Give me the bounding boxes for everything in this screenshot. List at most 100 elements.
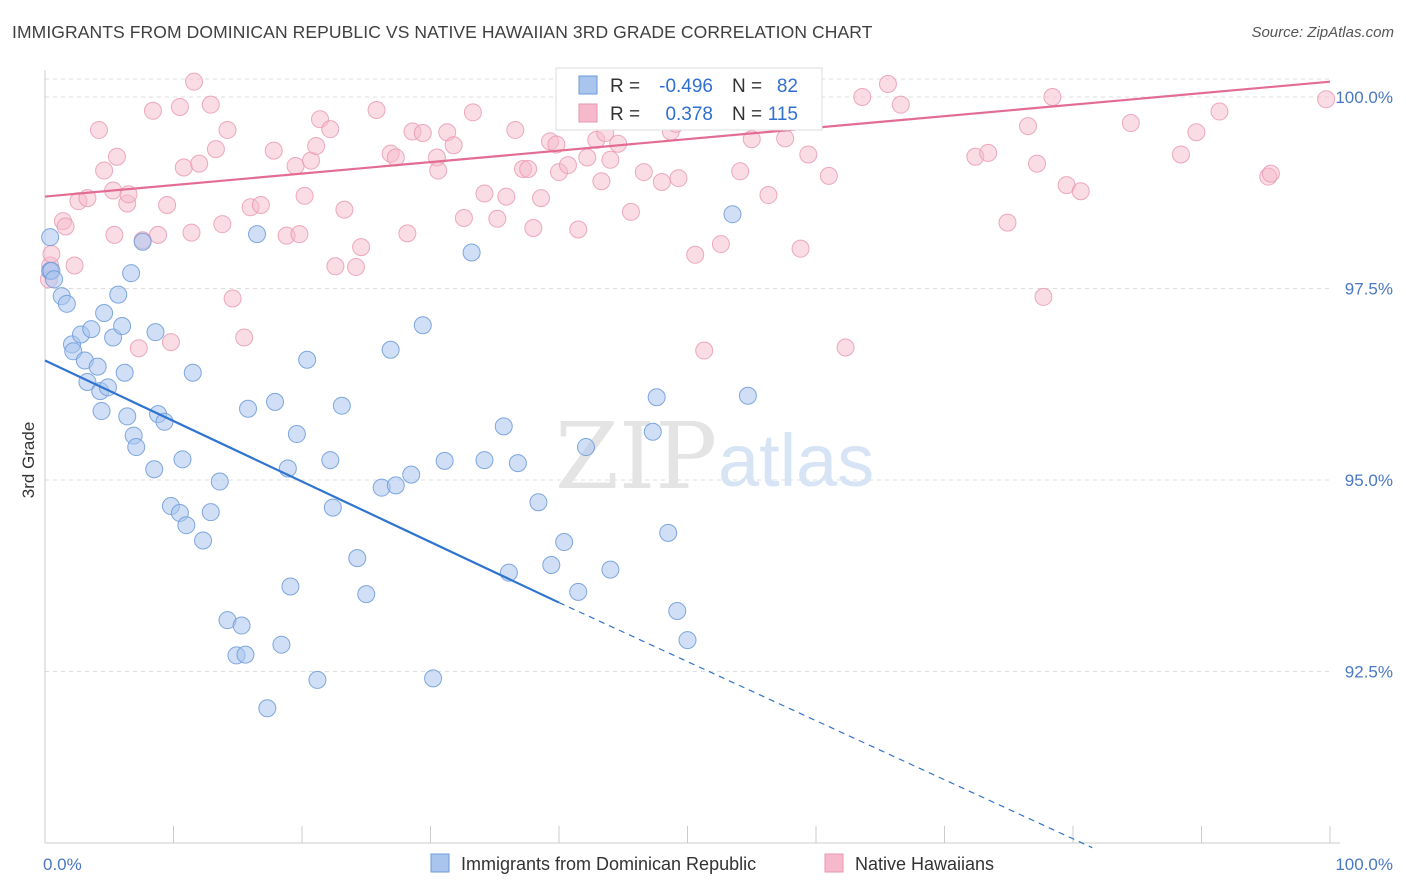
legend-r-label-pink: R =	[610, 104, 640, 125]
data-point-native-hawaiians	[286, 156, 305, 175]
data-point-dominican-republic	[738, 386, 757, 405]
data-point-dominican-republic	[643, 422, 662, 441]
series-native-hawaiians	[39, 72, 1336, 360]
data-point-native-hawaiians	[742, 130, 761, 149]
data-point-dominican-republic	[236, 645, 255, 664]
chart-title: IMMIGRANTS FROM DOMINICAN REPUBLIC VS NA…	[12, 22, 873, 42]
data-point-native-hawaiians	[532, 189, 551, 208]
data-point-native-hawaiians	[686, 245, 705, 264]
data-point-native-hawaiians	[791, 239, 810, 258]
legend-n-label-pink: N =	[732, 104, 762, 125]
data-point-dominican-republic	[494, 417, 513, 436]
data-point-native-hawaiians	[335, 200, 354, 219]
data-point-native-hawaiians	[836, 338, 855, 357]
bottom-legend-label-pink: Native Hawaiians	[855, 854, 994, 874]
data-point-native-hawaiians	[429, 161, 448, 180]
data-point-native-hawaiians	[158, 196, 177, 215]
data-point-dominican-republic	[402, 465, 421, 484]
data-point-native-hawaiians	[218, 120, 237, 139]
watermark-zip: ZIP	[555, 403, 717, 510]
data-point-native-hawaiians	[290, 225, 309, 244]
trend-lines	[44, 80, 1331, 849]
data-point-dominican-republic	[424, 669, 443, 688]
data-point-native-hawaiians	[998, 213, 1017, 232]
data-point-native-hawaiians	[601, 150, 620, 169]
data-point-native-hawaiians	[1043, 88, 1062, 106]
bottom-legend-label-blue: Immigrants from Dominican Republic	[461, 854, 756, 874]
legend-box	[555, 67, 823, 131]
data-point-dominican-republic	[122, 264, 141, 283]
data-point-native-hawaiians	[170, 97, 189, 116]
legend-r-value-blue: -0.496	[659, 76, 713, 97]
data-point-dominican-republic	[177, 516, 196, 535]
legend-swatch-blue	[578, 75, 598, 95]
data-point-dominican-republic	[555, 533, 574, 552]
data-point-dominican-republic	[569, 582, 588, 601]
data-point-native-hawaiians	[185, 72, 204, 91]
data-point-dominican-republic	[113, 317, 132, 336]
data-point-native-hawaiians	[1261, 164, 1280, 183]
y-tick-label: 97.5%	[1345, 280, 1393, 299]
data-point-dominican-republic	[133, 232, 152, 251]
data-point-native-hawaiians	[621, 202, 640, 221]
data-point-dominican-republic	[659, 523, 678, 542]
data-point-native-hawaiians	[264, 141, 283, 160]
data-point-dominican-republic	[95, 304, 114, 323]
data-point-dominican-republic	[529, 493, 548, 512]
data-point-native-hawaiians	[206, 140, 225, 159]
data-point-native-hawaiians	[1187, 123, 1206, 142]
data-point-dominican-republic	[82, 320, 101, 339]
data-point-native-hawaiians	[488, 209, 507, 228]
legend-r-label-blue: R =	[610, 76, 640, 97]
data-point-native-hawaiians	[463, 103, 482, 122]
data-point-dominican-republic	[723, 205, 742, 224]
data-point-dominican-republic	[115, 363, 134, 382]
data-point-native-hawaiians	[182, 223, 201, 242]
series-dominican-republic	[41, 205, 757, 718]
data-point-native-hawaiians	[506, 120, 525, 139]
data-point-native-hawaiians	[652, 173, 671, 192]
data-point-native-hawaiians	[578, 148, 597, 167]
legend-n-label-blue: N =	[732, 76, 762, 97]
data-point-native-hawaiians	[321, 120, 340, 139]
data-point-native-hawaiians	[42, 245, 61, 264]
data-point-dominican-republic	[357, 585, 376, 604]
data-point-native-hawaiians	[161, 333, 180, 352]
data-point-native-hawaiians	[413, 124, 432, 143]
data-point-dominican-republic	[542, 556, 561, 575]
legend-r-value-pink: 0.378	[665, 104, 713, 125]
data-point-native-hawaiians	[634, 163, 653, 182]
data-point-dominican-republic	[57, 294, 76, 313]
data-point-dominican-republic	[266, 392, 285, 411]
data-point-native-hawaiians	[1171, 145, 1190, 164]
data-point-native-hawaiians	[444, 136, 463, 155]
data-point-dominican-republic	[508, 454, 527, 473]
data-point-dominican-republic	[173, 450, 192, 469]
y-tick-label: 100.0%	[1335, 88, 1393, 107]
bottom-legend: Immigrants from Dominican Republic Nativ…	[430, 853, 994, 874]
data-point-dominican-republic	[308, 670, 327, 689]
data-point-native-hawaiians	[776, 129, 795, 148]
data-point-native-hawaiians	[731, 162, 750, 181]
data-point-dominican-republic	[88, 357, 107, 376]
trend-line-native-hawaiians	[44, 80, 1331, 198]
data-point-native-hawaiians	[107, 147, 126, 166]
data-point-native-hawaiians	[201, 95, 220, 114]
data-point-native-hawaiians	[454, 209, 473, 228]
data-point-native-hawaiians	[105, 225, 124, 244]
data-point-dominican-republic	[201, 503, 220, 522]
data-point-native-hawaiians	[149, 225, 168, 244]
trend-line-dominican-republic-extension	[558, 602, 1093, 849]
y-tick-label: 95.0%	[1345, 471, 1393, 490]
data-point-native-hawaiians	[352, 238, 371, 257]
data-point-native-hawaiians	[979, 143, 998, 162]
data-point-dominican-republic	[272, 635, 291, 654]
data-point-native-hawaiians	[213, 215, 232, 234]
data-point-dominican-republic	[381, 340, 400, 359]
data-point-dominican-republic	[413, 316, 432, 335]
grid-lines	[45, 78, 1330, 672]
data-point-dominican-republic	[287, 425, 306, 444]
x-tick-label: 0.0%	[43, 855, 82, 874]
data-point-native-hawaiians	[295, 186, 314, 205]
data-point-native-hawaiians	[56, 217, 75, 236]
